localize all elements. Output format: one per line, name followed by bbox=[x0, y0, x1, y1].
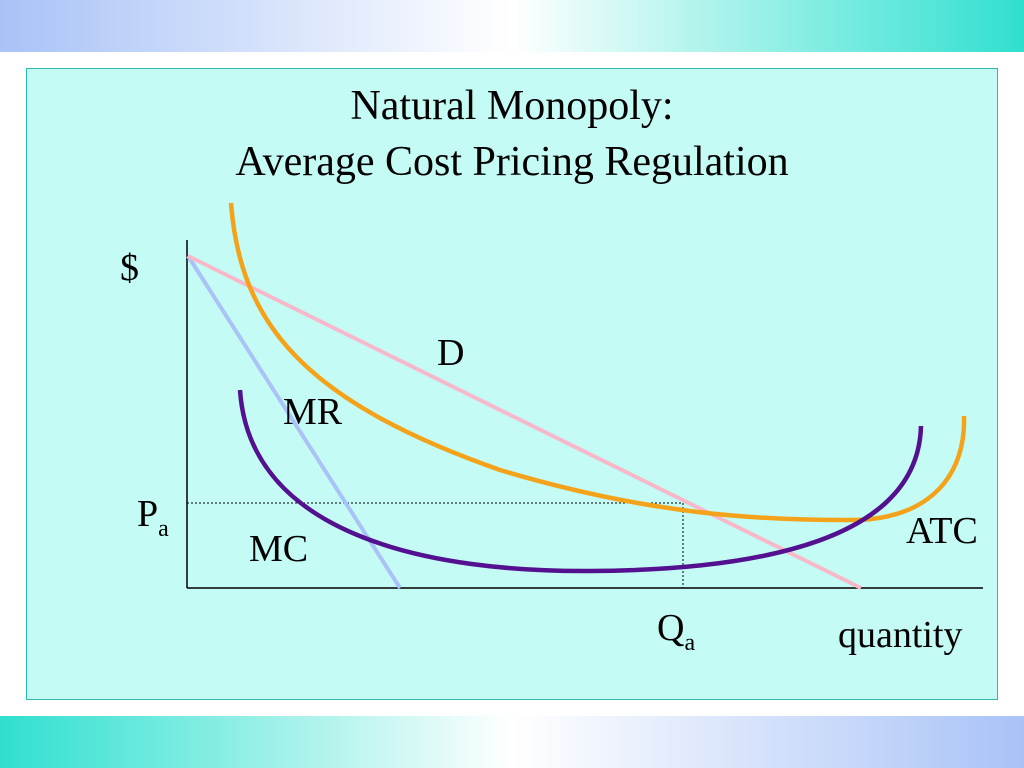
atc-label: ATC bbox=[906, 510, 978, 552]
title-line-1: Natural Monopoly: bbox=[350, 83, 674, 129]
bottom-gradient-band bbox=[0, 716, 1024, 768]
price-subscript: a bbox=[158, 516, 169, 542]
price-label: Pa bbox=[137, 493, 169, 542]
mc-label: MC bbox=[249, 528, 308, 570]
mc-curve bbox=[237, 389, 924, 574]
demand-label: D bbox=[437, 332, 464, 374]
mr-label: MR bbox=[283, 391, 343, 433]
demand-curve bbox=[187, 254, 862, 590]
slide-title: Natural Monopoly: Average Cost Pricing R… bbox=[0, 78, 1024, 190]
quantity-symbol: Q bbox=[657, 607, 684, 649]
atc-curve bbox=[228, 202, 967, 523]
y-axis-label: $ bbox=[120, 247, 139, 289]
title-line-2: Average Cost Pricing Regulation bbox=[235, 139, 789, 185]
mr-curve bbox=[186, 254, 402, 590]
x-axis-label: quantity bbox=[838, 614, 963, 656]
price-symbol: P bbox=[137, 493, 158, 535]
quantity-subscript: a bbox=[684, 630, 695, 656]
slide-panel bbox=[26, 68, 998, 700]
top-gradient-band bbox=[0, 0, 1024, 52]
quantity-label: Qa bbox=[657, 607, 695, 656]
